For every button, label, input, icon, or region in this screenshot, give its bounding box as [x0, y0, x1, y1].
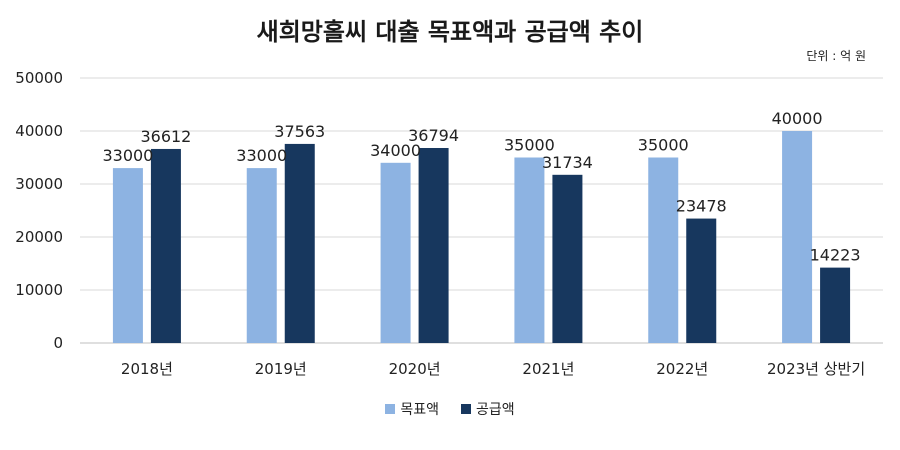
- bar-target: [514, 157, 545, 343]
- data-label: 37563: [274, 122, 325, 141]
- gridlines: [80, 77, 883, 344]
- bar-supply: [552, 174, 583, 343]
- y-tick-label: 10000: [15, 281, 63, 299]
- bar-supply: [284, 143, 315, 343]
- bar-target: [246, 168, 277, 343]
- bar-supply: [686, 218, 717, 343]
- data-label: 36612: [140, 127, 191, 146]
- data-label: 33000: [236, 146, 287, 165]
- y-tick-label: 20000: [15, 228, 63, 246]
- chart-title: 새희망홀씨 대출 목표액과 공급액 추이: [256, 18, 644, 46]
- data-label: 23478: [676, 197, 727, 216]
- x-category-label: 2018년: [121, 360, 173, 378]
- legend-item-supply: 공급액: [461, 399, 515, 419]
- legend-swatch-supply: [461, 404, 471, 414]
- unit-label: 단위 : 억 원: [806, 49, 866, 63]
- legend-swatch-target: [385, 404, 396, 414]
- y-tick-label: 50000: [15, 69, 63, 87]
- y-tick-label: 0: [53, 334, 63, 352]
- data-label: 14223: [810, 246, 861, 265]
- bar-supply: [820, 267, 851, 343]
- data-labels: 3300036612330003756334000367943500031734…: [102, 109, 860, 265]
- legend-label-supply: 공급액: [476, 402, 515, 418]
- y-tick-label: 30000: [15, 175, 63, 193]
- data-label: 31734: [542, 153, 593, 172]
- legend: 목표액 공급액: [0, 399, 900, 419]
- y-axis-ticks: 0 10000 20000 30000 40000 50000: [15, 69, 63, 352]
- x-category-label: 2023년 상반기: [767, 360, 865, 378]
- x-category-label: 2022년: [656, 360, 708, 378]
- legend-label-target: 목표액: [400, 402, 439, 418]
- x-category-label: 2019년: [255, 360, 307, 378]
- data-label: 36794: [408, 126, 459, 145]
- data-label: 33000: [102, 146, 153, 165]
- x-category-label: 2021년: [522, 360, 574, 378]
- legend-item-target: 목표액: [385, 399, 439, 419]
- data-label: 34000: [370, 141, 421, 160]
- bars: [112, 131, 851, 343]
- bar-target: [380, 162, 411, 343]
- data-label: 35000: [638, 136, 689, 155]
- x-category-label: 2020년: [389, 360, 441, 378]
- bar-target: [648, 157, 679, 343]
- data-label: 35000: [504, 136, 555, 155]
- data-label: 40000: [772, 109, 823, 128]
- y-tick-label: 40000: [15, 122, 63, 140]
- bar-supply: [418, 147, 449, 343]
- bar-target: [782, 131, 813, 343]
- bar-target: [112, 168, 143, 343]
- bar-supply: [150, 148, 181, 343]
- x-axis-categories: 2018년 2019년 2020년 2021년 2022년 2023년 상반기: [121, 360, 865, 378]
